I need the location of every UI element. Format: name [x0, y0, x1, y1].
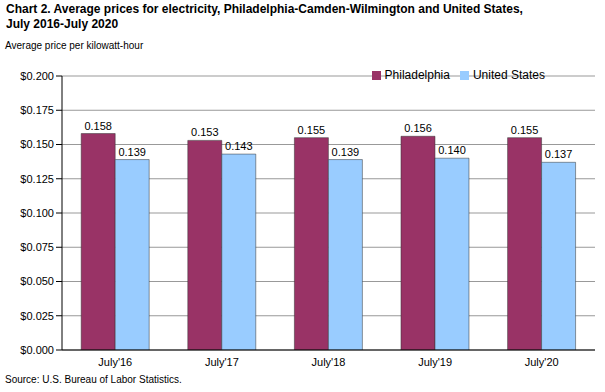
svg-text:0.140: 0.140: [438, 144, 466, 156]
svg-text:$0.075: $0.075: [20, 241, 54, 253]
svg-text:$0.100: $0.100: [20, 207, 54, 219]
svg-text:$0.175: $0.175: [20, 104, 54, 116]
svg-text:$0.050: $0.050: [20, 275, 54, 287]
html-text:United States: United States: [473, 68, 545, 82]
svg-text:0.143: 0.143: [225, 140, 253, 152]
html-text:Average price per kilowatt-hou: Average price per kilowatt-hour: [5, 40, 144, 51]
svg-text:$0.025: $0.025: [20, 310, 54, 322]
svg-text:0.155: 0.155: [298, 124, 326, 136]
svg-text:July'16: July'16: [98, 356, 132, 368]
svg-text:$0.125: $0.125: [20, 173, 54, 185]
svg-text:July'19: July'19: [418, 356, 452, 368]
svg-text:$0.150: $0.150: [20, 138, 54, 150]
svg-text:0.153: 0.153: [191, 126, 219, 138]
html-text:Philadelphia: Philadelphia: [384, 68, 450, 82]
svg-text:July'20: July'20: [525, 356, 559, 368]
svg-text:0.139: 0.139: [118, 146, 146, 158]
svg-text:July'18: July'18: [312, 356, 346, 368]
svg-text:0.156: 0.156: [404, 122, 432, 134]
svg-text:$0.000: $0.000: [20, 344, 54, 356]
svg-text:July'17: July'17: [205, 356, 239, 368]
svg-text:0.139: 0.139: [332, 146, 360, 158]
svg-text:0.158: 0.158: [84, 120, 112, 132]
svg-text:0.137: 0.137: [545, 148, 573, 160]
svg-text:$0.200: $0.200: [20, 70, 54, 82]
svg-text:0.155: 0.155: [511, 124, 539, 136]
html-text:Source: U.S. Bureau of Labor S: Source: U.S. Bureau of Labor Statistics.: [5, 374, 182, 385]
html-text:Chart 2. Average prices for el: Chart 2. Average prices for electricity,…: [6, 2, 523, 31]
